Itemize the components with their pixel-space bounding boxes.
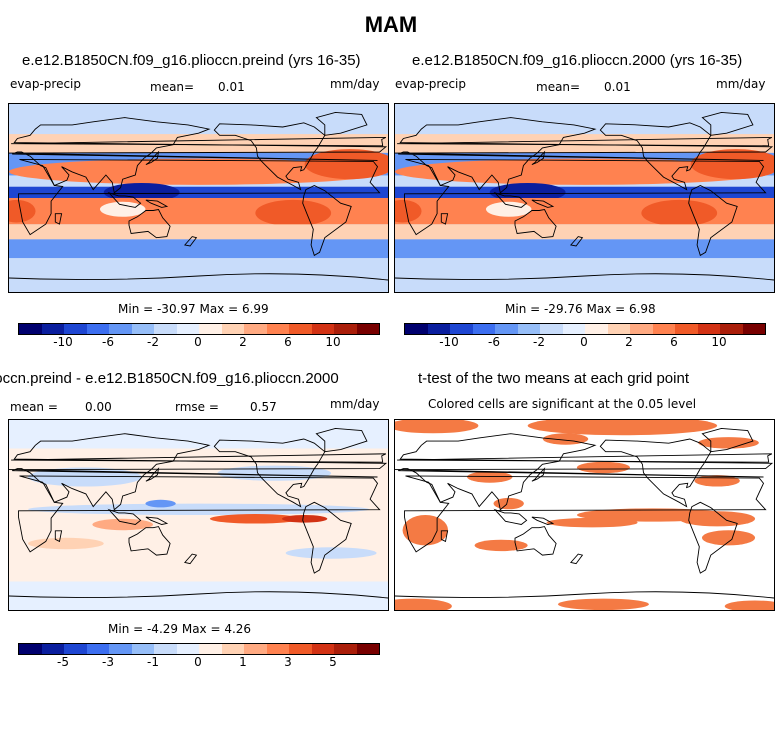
colorbar-tick-label: 3 [284,655,292,669]
colorbar-tick-label: -5 [57,655,69,669]
panel-1-units: mm/day [330,77,380,91]
panel-1-variable: evap-precip [10,77,82,91]
panel-1-title: e.e12.B1850CN.f09_g16.pliocсn.preind (yr… [22,52,361,69]
panel-2-map [394,103,775,293]
panel-4-map [394,419,775,611]
panel-2-variable: evap-precip [395,77,467,91]
colorbar-tick-label: 1 [239,655,247,669]
colorbar-tick-label: -1 [147,655,159,669]
figure-title: MAM [364,12,418,37]
colorbar-tick-label: 0 [580,335,588,349]
colorbar-tick-label: 2 [239,335,247,349]
panel-1-minmax: Min = -30.97 Max = 6.99 [118,302,269,316]
panel-3-mean-label: mean = [10,400,58,414]
colorbar-tick-label: 0 [194,335,202,349]
panel-1-colorbar [18,323,380,335]
colorbar-tick-label: 5 [329,655,337,669]
colorbar-tick-label: 0 [194,655,202,669]
panel-3-map [8,419,389,611]
colorbar-tick-label: -3 [102,655,114,669]
colorbar-tick-label: -6 [102,335,114,349]
panel-2-colorbar [404,323,766,335]
colorbar-tick-label: 10 [711,335,727,349]
panel-2-colorbar-ticks: -10 -6 -2 0 2 6 10 [404,335,764,349]
panel-3-units: mm/day [330,397,380,411]
panel-3-minmax: Min = -4.29 Max = 4.26 [108,622,252,636]
colorbar-tick-label: 6 [670,335,678,349]
panel-1-mean-label: mean= [150,80,195,94]
panel-1-map [8,103,389,293]
panel-2-minmax: Min = -29.76 Max = 6.98 [505,302,656,316]
panel-1-colorbar-ticks: -10 -6 -2 0 2 6 10 [18,335,378,349]
panel-3-rmse-value: 0.57 [250,400,277,414]
colorbar-tick-label: 6 [284,335,292,349]
panel-3-rmse-label: rmse = [175,400,219,414]
panel-3-title: e.e12.B1850CN.f09_g16.pliocсn.preind - e… [0,370,339,387]
colorbar-tick-label: -10 [53,335,73,349]
colorbar-tick-label: -2 [147,335,159,349]
colorbar-tick-label: -6 [488,335,500,349]
panel-2-mean-value: 0.01 [604,80,631,94]
colorbar-tick-label: -10 [439,335,459,349]
colorbar-tick-label: 10 [325,335,341,349]
panel-3-colorbar-ticks: -5 -3 -1 0 1 3 5 [18,655,378,669]
panel-2-title: e.e12.B1850CN.f09_g16.pliocсn.2000 (yrs … [412,52,743,69]
panel-2-mean-label: mean= [536,80,581,94]
colorbar-tick-label: 2 [625,335,633,349]
panel-3-colorbar [18,643,380,655]
panel-1-mean-value: 0.01 [218,80,245,94]
panel-3-mean-value: 0.00 [85,400,112,414]
panel-2-units: mm/day [716,77,766,91]
panel-4-subtitle: Colored cells are significant at the 0.0… [428,397,697,411]
colorbar-tick-label: -2 [533,335,545,349]
panel-4-title: t-test of the two means at each grid poi… [418,370,689,387]
